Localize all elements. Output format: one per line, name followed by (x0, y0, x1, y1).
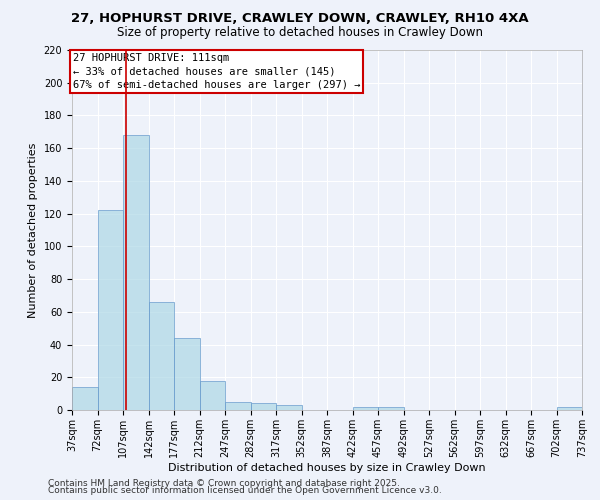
Bar (378, 406, 404, 410)
Y-axis label: Number of detached properties: Number of detached properties (28, 142, 38, 318)
Bar (123, 135, 149, 410)
Bar (199, 380, 225, 410)
X-axis label: Distribution of detached houses by size in Crawley Down: Distribution of detached houses by size … (168, 462, 486, 472)
Bar (225, 402, 251, 410)
Text: Contains HM Land Registry data © Crown copyright and database right 2025.: Contains HM Land Registry data © Crown c… (48, 478, 400, 488)
Bar (251, 404, 276, 410)
Text: Contains public sector information licensed under the Open Government Licence v3: Contains public sector information licen… (48, 486, 442, 495)
Bar (174, 338, 199, 410)
Bar (97, 210, 123, 410)
Bar (72, 387, 97, 410)
Bar (149, 302, 174, 410)
Text: Size of property relative to detached houses in Crawley Down: Size of property relative to detached ho… (117, 26, 483, 39)
Bar (276, 405, 302, 410)
Bar (353, 406, 378, 410)
Bar (557, 406, 582, 410)
Text: 27, HOPHURST DRIVE, CRAWLEY DOWN, CRAWLEY, RH10 4XA: 27, HOPHURST DRIVE, CRAWLEY DOWN, CRAWLE… (71, 12, 529, 26)
Text: 27 HOPHURST DRIVE: 111sqm
← 33% of detached houses are smaller (145)
67% of semi: 27 HOPHURST DRIVE: 111sqm ← 33% of detac… (73, 54, 360, 90)
